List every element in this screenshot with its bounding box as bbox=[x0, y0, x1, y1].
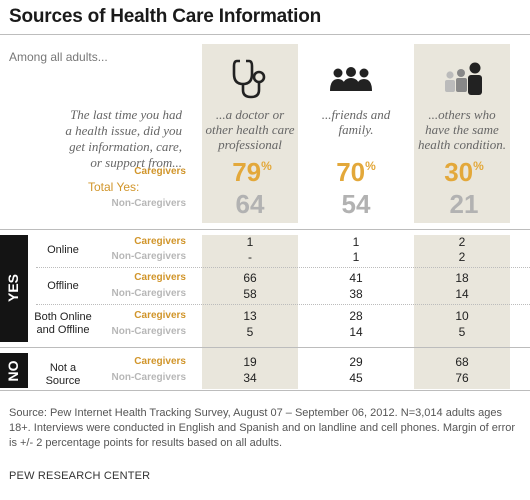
offline-noncaregivers-others: 14 bbox=[455, 287, 469, 301]
row-offline-noncaregivers-label: Non-Caregivers bbox=[111, 288, 186, 299]
online-caregivers-friends: 1 bbox=[352, 235, 360, 249]
column-1-table-background bbox=[202, 235, 298, 389]
offline-noncaregivers-doctor: 58 bbox=[243, 287, 257, 301]
people-similar-icon bbox=[442, 62, 488, 96]
total-noncaregivers-doctor: 64 bbox=[235, 189, 265, 219]
stethoscope-icon bbox=[230, 58, 270, 100]
yes-no-divider bbox=[0, 347, 530, 348]
row-divider-2 bbox=[36, 304, 530, 305]
online-caregivers-doctor: 1 bbox=[246, 235, 254, 249]
table-top-rule bbox=[0, 229, 530, 230]
row-label-both: Both Online and Offline bbox=[34, 311, 92, 336]
source-note: Source: Pew Internet Health Tracking Sur… bbox=[9, 407, 516, 449]
row-label-not-a-source: Not a Source bbox=[45, 362, 81, 387]
offline-caregivers-friends: 41 bbox=[349, 271, 363, 285]
both-caregivers-doctor: 13 bbox=[243, 309, 257, 323]
no-section-bar bbox=[0, 353, 28, 388]
yes-section-bar bbox=[0, 235, 28, 342]
row-divider-1 bbox=[36, 267, 530, 268]
table-bottom-rule bbox=[0, 390, 530, 391]
column-header-doctor: ...a doctor or other health care profess… bbox=[205, 107, 295, 152]
yes-section-label: YES bbox=[5, 274, 21, 303]
both-caregivers-others: 10 bbox=[455, 309, 469, 323]
row-both-caregivers-label: Caregivers bbox=[134, 310, 186, 321]
notsource-noncaregivers-doctor: 34 bbox=[243, 371, 257, 385]
column-3-table-background bbox=[414, 235, 510, 389]
page-title: Sources of Health Care Information bbox=[9, 6, 322, 27]
row-label-online: Online bbox=[47, 244, 79, 256]
offline-caregivers-others: 18 bbox=[455, 271, 469, 285]
total-caregivers-friends: 70% bbox=[336, 157, 376, 187]
row-online-noncaregivers-label: Non-Caregivers bbox=[111, 251, 186, 262]
column-header-others: ...others who have the same health condi… bbox=[417, 107, 507, 152]
survey-question: The last time you had a health issue, di… bbox=[65, 107, 182, 170]
both-noncaregivers-others: 5 bbox=[458, 325, 466, 339]
totals-caregivers-label: Caregivers bbox=[134, 166, 186, 177]
notsource-caregivers-friends: 29 bbox=[349, 355, 363, 369]
total-caregivers-others: 30% bbox=[444, 157, 484, 187]
people-group-icon bbox=[329, 66, 373, 92]
notsource-noncaregivers-friends: 45 bbox=[349, 371, 363, 385]
credit: PEW RESEARCH CENTER bbox=[9, 470, 151, 482]
row-both-noncaregivers-label: Non-Caregivers bbox=[111, 326, 186, 337]
row-notsource-caregivers-label: Caregivers bbox=[134, 356, 186, 367]
total-yes-label: Total Yes: bbox=[88, 180, 140, 194]
both-caregivers-friends: 28 bbox=[349, 309, 363, 323]
offline-noncaregivers-friends: 38 bbox=[349, 287, 363, 301]
row-offline-caregivers-label: Caregivers bbox=[134, 272, 186, 283]
offline-caregivers-doctor: 66 bbox=[243, 271, 257, 285]
online-noncaregivers-doctor: - bbox=[248, 250, 252, 264]
subtitle: Among all adults... bbox=[9, 50, 108, 64]
totals-noncaregivers-label: Non-Caregivers bbox=[111, 198, 186, 209]
both-noncaregivers-doctor: 5 bbox=[246, 325, 254, 339]
row-online-caregivers-label: Caregivers bbox=[134, 236, 186, 247]
row-label-offline: Offline bbox=[47, 280, 79, 292]
notsource-caregivers-others: 68 bbox=[455, 355, 469, 369]
notsource-noncaregivers-others: 76 bbox=[455, 371, 469, 385]
no-section-label: NO bbox=[5, 360, 21, 382]
online-noncaregivers-friends: 1 bbox=[352, 250, 360, 264]
row-notsource-noncaregivers-label: Non-Caregivers bbox=[111, 372, 186, 383]
online-noncaregivers-others: 2 bbox=[458, 250, 466, 264]
both-noncaregivers-friends: 14 bbox=[349, 325, 363, 339]
total-caregivers-doctor: 79% bbox=[232, 157, 272, 187]
column-header-friends: ...friends and family. bbox=[321, 107, 391, 137]
notsource-caregivers-doctor: 19 bbox=[243, 355, 257, 369]
column-1-background bbox=[202, 44, 298, 223]
total-noncaregivers-others: 21 bbox=[449, 189, 479, 219]
online-caregivers-others: 2 bbox=[458, 235, 466, 249]
total-noncaregivers-friends: 54 bbox=[341, 189, 371, 219]
title-divider bbox=[0, 34, 530, 35]
